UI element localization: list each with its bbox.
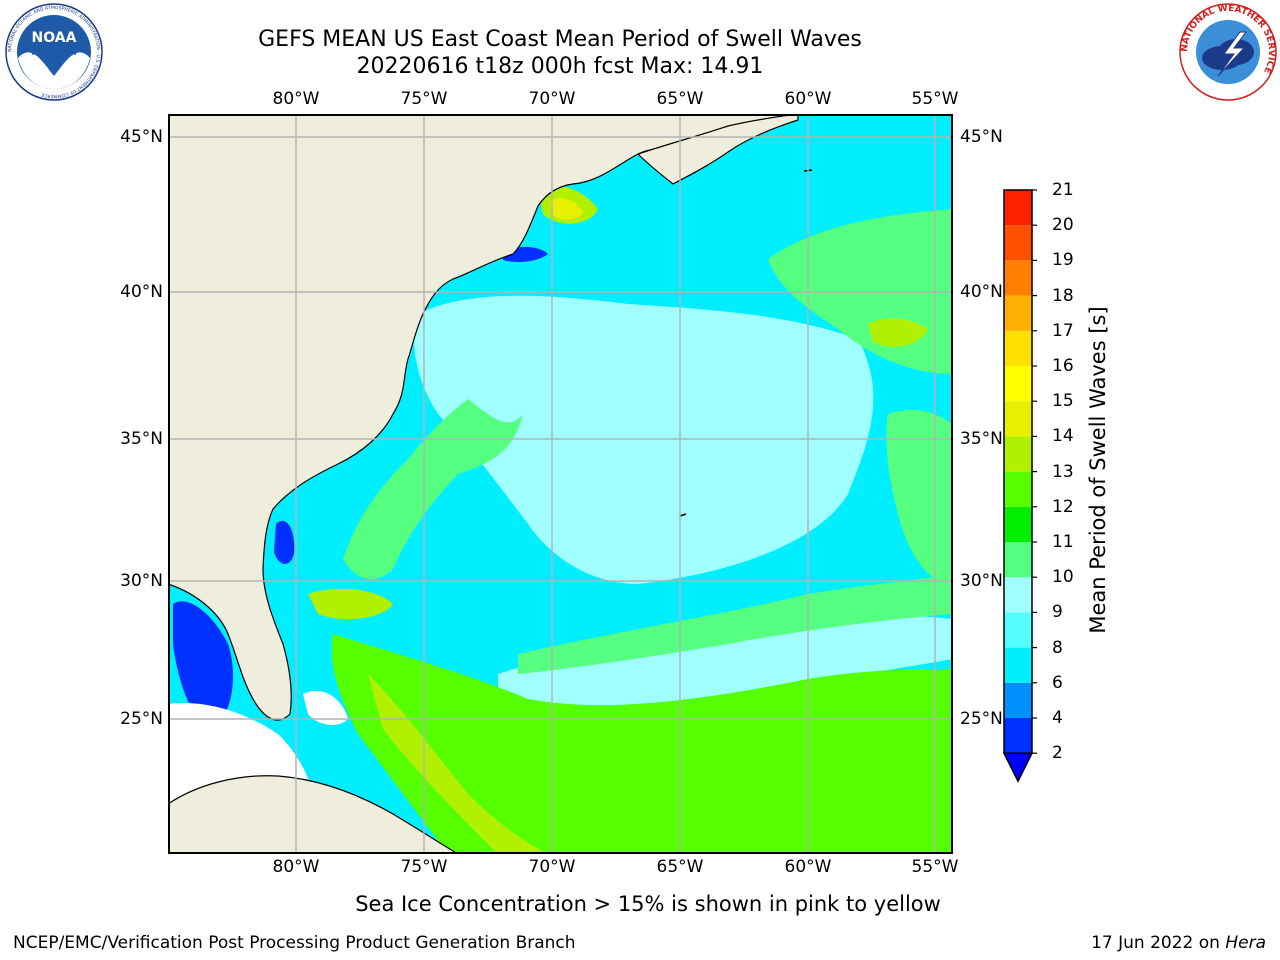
lat-tick-right-45n: 45°N	[960, 127, 1003, 147]
contour-9-10-shelf	[343, 399, 523, 580]
colorbar-label: 21	[1052, 180, 1074, 200]
colorbar-label: 20	[1052, 215, 1074, 236]
lat-tick-right-30n: 30°N	[960, 571, 1003, 591]
lon-tick-bottom-80w: 80°W	[272, 857, 320, 877]
land-bermuda	[679, 513, 687, 517]
colorbar-swatch	[1004, 330, 1032, 366]
colorbar-swatch	[1004, 542, 1032, 578]
lat-tick-left-45n: 45°N	[120, 127, 163, 147]
colorbar-label: 8	[1052, 637, 1063, 658]
colorbar-title: Mean Period of Swell Waves [s]	[1086, 306, 1110, 634]
colorbar-label: 17	[1052, 320, 1074, 341]
colorbar-label: 10	[1052, 567, 1074, 588]
lon-tick-bottom-65w: 65°W	[656, 857, 704, 877]
lon-tick-bottom-70w: 70°W	[528, 857, 576, 877]
lon-tick-bottom-55w: 55°W	[911, 857, 959, 877]
lon-tick-top-55w: 55°W	[911, 89, 959, 109]
lon-tick-top-75w: 75°W	[400, 89, 448, 109]
noaa-logo: NOAA NATIONAL OCEANIC AND ATMOSPHERIC AD…	[5, 3, 103, 101]
lon-tick-top-60w: 60°W	[784, 89, 832, 109]
colorbar-swatch	[1004, 471, 1032, 507]
lat-tick-left-25n: 25°N	[120, 709, 163, 729]
colorbar-swatch	[1004, 401, 1032, 437]
lon-tick-bottom-75w: 75°W	[400, 857, 448, 877]
noaa-logo-text: NOAA	[32, 30, 77, 46]
nws-logo: NATIONAL WEATHER SERVICE	[1179, 3, 1277, 101]
colorbar-label: 16	[1052, 356, 1074, 376]
colorbar-swatch	[1004, 260, 1032, 296]
colorbar-swatch	[1004, 190, 1032, 226]
lon-tick-bottom-60w: 60°W	[784, 857, 832, 877]
colorbar-label: 12	[1052, 496, 1074, 517]
map-panel	[168, 114, 953, 854]
contour-9-10-mid-band	[518, 574, 953, 674]
colorbar-extend-triangle	[1002, 752, 1034, 783]
sea-ice-footnote: Sea Ice Concentration > 15% is shown in …	[355, 892, 941, 916]
colorbar-label: 11	[1052, 532, 1074, 552]
colorbar-label: 15	[1052, 391, 1074, 412]
chart-subtitle: 20220616 t18z 000h fcst Max: 14.91	[356, 54, 764, 79]
colorbar-swatch	[1004, 682, 1032, 718]
colorbar-label: 14	[1052, 426, 1074, 447]
colorbar-swatch	[1004, 718, 1032, 754]
lat-tick-right-25n: 25°N	[960, 709, 1003, 729]
colorbar-swatch	[1004, 612, 1032, 648]
contour-9-10-east	[886, 409, 953, 584]
colorbar-label: 6	[1052, 672, 1063, 693]
lat-tick-left-35n: 35°N	[120, 429, 163, 449]
contour-14-15-max	[550, 197, 583, 220]
colorbar-label: 2	[1052, 743, 1063, 764]
contour-8-9-central	[414, 295, 874, 584]
colorbar-label: 13	[1052, 461, 1074, 482]
contour-11-12-south	[331, 634, 953, 854]
lat-tick-left-30n: 30°N	[120, 571, 163, 591]
lon-tick-top-65w: 65°W	[656, 89, 704, 109]
chart-title: GEFS MEAN US East Coast Mean Period of S…	[258, 27, 862, 52]
lon-tick-top-70w: 70°W	[528, 89, 576, 109]
land-cuba	[168, 775, 460, 854]
credit-machine: Hera	[1225, 933, 1266, 953]
colorbar-swatch	[1004, 506, 1032, 542]
colorbar-swatch	[1004, 295, 1032, 331]
colorbar-swatch	[1004, 647, 1032, 683]
lat-tick-left-40n: 40°N	[120, 282, 163, 302]
colorbar-label: 4	[1052, 708, 1063, 728]
lon-tick-top-80w: 80°W	[272, 89, 320, 109]
colorbar-swatch	[1004, 577, 1032, 613]
contour-12-13-ne	[868, 318, 928, 347]
graticule	[168, 114, 953, 854]
colorbar-label: 19	[1052, 250, 1074, 271]
contour-2-4-florida-west	[173, 601, 233, 729]
colorbar-swatch	[1004, 225, 1032, 261]
colorbar	[1002, 189, 1037, 783]
credit-date-text: 17 Jun 2022 on	[1091, 933, 1220, 953]
swell-period-map	[168, 114, 953, 854]
contour-12-13-florida	[308, 588, 393, 620]
colorbar-label: 18	[1052, 285, 1074, 306]
no-data-bahamas	[303, 690, 348, 726]
map-border	[168, 114, 953, 854]
contour-2-4-georgia	[274, 520, 295, 564]
lat-tick-right-40n: 40°N	[960, 282, 1003, 302]
lat-tick-right-35n: 35°N	[960, 429, 1003, 449]
credit-date: 17 Jun 2022 on Hera	[1091, 933, 1266, 953]
credit-branch: NCEP/EMC/Verification Post Processing Pr…	[13, 933, 576, 953]
colorbar-label: 9	[1052, 602, 1063, 623]
colorbar-swatch	[1004, 436, 1032, 472]
colorbar-swatch	[1004, 366, 1032, 402]
land-nova-scotia	[636, 114, 799, 185]
contour-8-9-south	[498, 615, 953, 712]
